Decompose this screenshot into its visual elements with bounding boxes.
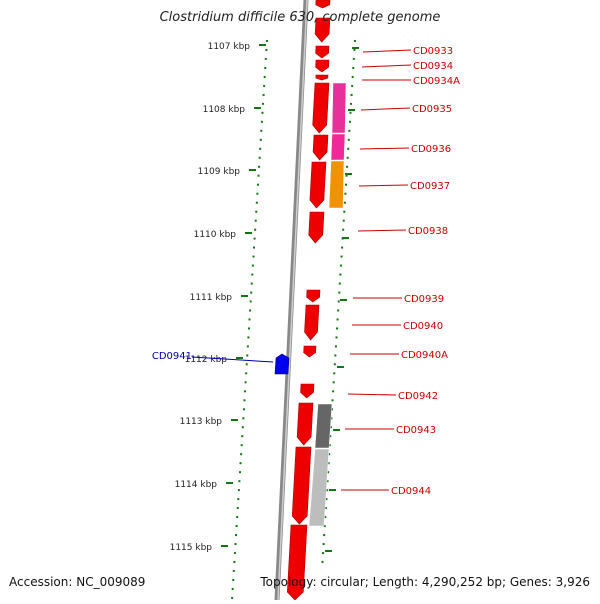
gene-label[interactable]: CD0942 [398,391,438,402]
scale-tick-label: 1113 kbp [180,417,223,427]
gene-label[interactable]: CD0944 [391,486,431,497]
scale-tick-label: 1114 kbp [175,480,218,490]
scale-tick-label: 1110 kbp [194,230,237,240]
genome-backbone [274,0,309,601]
scale-tick-label: 1111 kbp [190,293,233,303]
scale-tick-label: 1112 kbp [185,355,228,365]
gene-arrow [309,161,327,209]
gene-arrow [304,304,320,341]
gene-label[interactable]: CD0935 [412,104,452,115]
gene-arrow [315,45,330,59]
gene-label[interactable]: CD0934 [413,61,453,72]
scale-tick-label: 1107 kbp [208,42,251,52]
gene-arrow-reverse [274,353,290,375]
scale-tick-label: 1108 kbp [203,105,246,115]
gene-leader-line [360,107,411,111]
gene-leader-line [357,229,407,232]
scale-tick-label: 1109 kbp [198,167,241,177]
genome-summary-text: Topology: circular; Length: 4,290,252 bp… [260,575,590,589]
gene-leader-line [359,147,410,150]
gene-arrow [312,134,329,161]
gene-arrow [315,0,331,9]
gene-label[interactable]: CD0940 [403,321,443,332]
gene-category-block [330,133,346,161]
gene-arrow [296,402,314,446]
inner-dotted-track [231,39,268,601]
gene-leader-line [358,184,409,187]
gene-category-block [328,160,345,209]
gene-label[interactable]: CD0938 [408,226,448,237]
gene-arrow [315,74,329,81]
gene-arrow [315,59,330,73]
gene-leader-line [347,393,397,396]
gene-category-block [308,448,330,527]
gene-arrows [274,0,331,601]
gene-arrow [300,383,315,399]
map-title: Clostridium difficile 630, complete geno… [159,10,441,25]
gene-arrow [306,289,321,303]
gene-leader-line [361,64,412,68]
genome-backbone-highlight [277,0,308,601]
gene-category-block [331,82,347,134]
gene-labels: CD0933 CD0934 CD0934A CD0935 CD0936 CD0937 CD0… [152,46,460,497]
gene-leader-line [362,49,412,53]
gene-label[interactable]: CD0943 [396,425,436,436]
gene-label[interactable]: CD0934A [413,76,460,87]
gene-label[interactable]: CD0937 [410,181,450,192]
outer-dotted-track [321,39,356,571]
accession-text: Accession: NC_009089 [9,575,146,589]
gene-arrow [308,211,325,244]
gene-arrow [291,446,312,525]
gene-category-block [314,403,333,449]
scale-tick-label: 1115 kbp [170,543,213,553]
gene-arrow [287,524,308,601]
gene-arrow [314,17,331,43]
gene-label[interactable]: CD0939 [404,294,444,305]
category-blocks [308,82,347,527]
gene-label[interactable]: CD0936 [411,144,451,155]
scale-ticks: 1107 kbp 1108 kbp 1109 kbp 1110 kbp 1111 kbp… [170,42,359,553]
gene-leader-line [191,356,274,363]
gene-arrow [312,82,330,134]
gene-label[interactable]: CD0940A [401,350,448,361]
gene-arrow [303,345,317,358]
gene-label[interactable]: CD0933 [413,46,453,57]
gene-label-left[interactable]: CD0941 [152,351,192,362]
